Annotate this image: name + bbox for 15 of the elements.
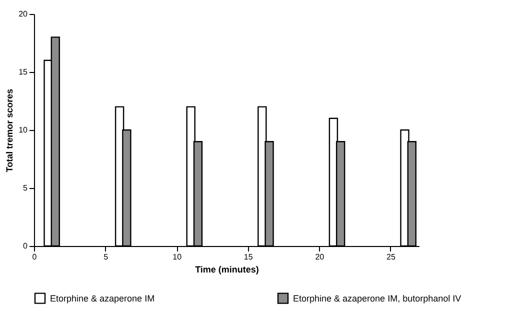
y-tick-label: 20 [18,10,28,18]
x-tick-label: 0 [32,252,38,262]
legend-label: Etorphine & azaperone IM [50,293,155,304]
x-tick-label: 15 [244,252,254,262]
x-tick-label: 20 [315,252,325,262]
y-axis-title: Total tremor scores [4,88,15,172]
y-tick-label: 0 [23,242,28,250]
y-tick-label: 10 [18,126,28,134]
x-axis-title: Time (minutes) [195,264,259,274]
legend-label: Etorphine & azaperone IM, butorphanol IV [293,293,462,304]
x-tick-label: 5 [104,252,109,262]
y-tick-label: 5 [23,184,28,192]
y-tick-label: 15 [18,68,28,76]
x-tick-label: 10 [172,252,182,262]
x-tick-label: 25 [386,252,396,262]
